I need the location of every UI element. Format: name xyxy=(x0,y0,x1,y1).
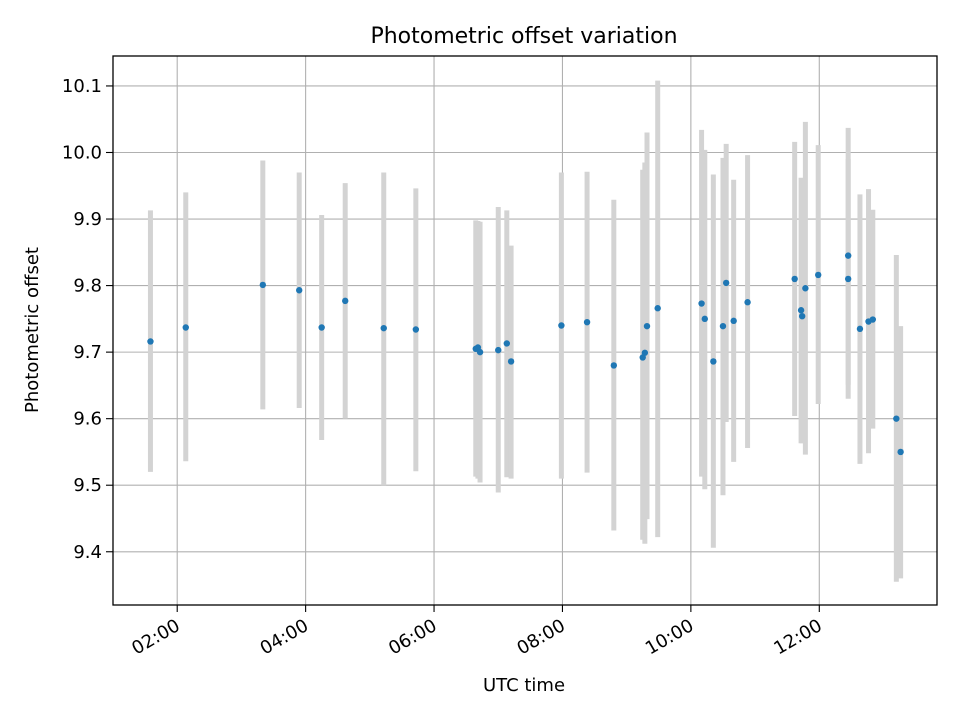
data-point xyxy=(296,287,303,294)
y-tick-label: 9.4 xyxy=(73,542,102,563)
data-point xyxy=(856,325,864,333)
data-point xyxy=(701,315,708,323)
data-point xyxy=(791,275,798,283)
data-point xyxy=(380,324,387,332)
data-point xyxy=(815,271,822,279)
data-point xyxy=(719,322,727,330)
data-point xyxy=(342,297,349,305)
plot-frame xyxy=(112,55,938,606)
data-point xyxy=(503,340,511,347)
data-points xyxy=(147,252,904,456)
data-point xyxy=(476,348,484,356)
data-point xyxy=(412,326,420,333)
y-tick-label: 9.8 xyxy=(73,276,102,297)
data-point xyxy=(610,362,618,369)
data-point xyxy=(643,322,651,330)
y-tick-label: 9.6 xyxy=(73,409,102,430)
data-point xyxy=(744,299,751,306)
data-point xyxy=(730,317,737,325)
data-point xyxy=(558,322,565,329)
data-point xyxy=(710,358,717,365)
data-point xyxy=(797,307,805,314)
y-tick-label: 9.7 xyxy=(73,342,102,363)
chart-title: Photometric offset variation xyxy=(370,24,677,49)
y-tick-label: 9.9 xyxy=(73,209,102,230)
data-point xyxy=(147,338,154,345)
data-point xyxy=(318,324,325,331)
data-point xyxy=(641,349,649,356)
data-point xyxy=(507,358,515,365)
data-point xyxy=(897,448,904,456)
data-point xyxy=(495,346,502,354)
data-point xyxy=(869,316,876,323)
data-point xyxy=(802,285,809,292)
data-point xyxy=(844,252,852,259)
data-point xyxy=(722,279,730,287)
y-tick-label: 10.1 xyxy=(62,76,102,97)
y-axis-ticks: 9.4 9.5 9.6 9.7 9.8 9.9 10.0 10.1 xyxy=(62,76,113,563)
data-point xyxy=(583,318,591,326)
data-point xyxy=(893,415,900,422)
data-point xyxy=(844,275,852,283)
x-axis-label: UTC time xyxy=(483,675,565,696)
y-tick-label: 9.5 xyxy=(73,475,102,496)
data-point xyxy=(654,305,661,312)
data-point xyxy=(259,281,267,289)
y-axis-label: Photometric offset xyxy=(22,247,43,413)
data-point xyxy=(798,312,806,320)
data-point xyxy=(698,300,705,307)
y-tick-label: 10.0 xyxy=(62,142,102,163)
data-point xyxy=(182,324,189,331)
